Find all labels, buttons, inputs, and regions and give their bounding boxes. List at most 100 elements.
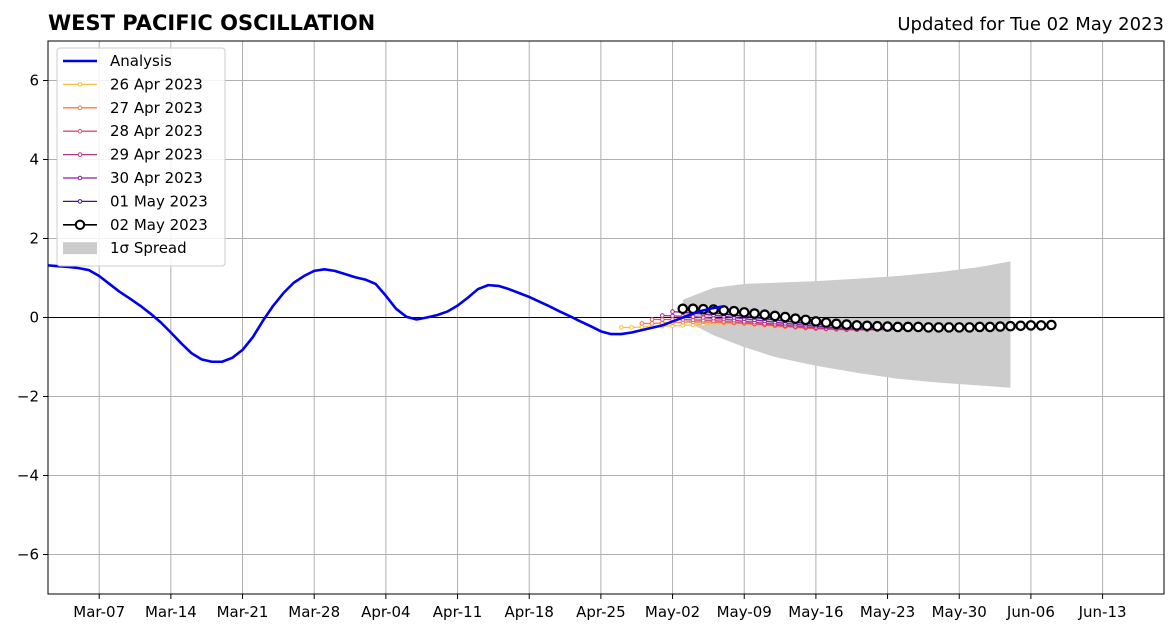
forecast-point <box>1035 320 1047 331</box>
y-tick-label: 4 <box>29 151 39 169</box>
forecast-point <box>759 309 770 321</box>
legend: Analysis 26 Apr 2023 27 Apr 2023 28 Apr 202… <box>56 47 226 267</box>
legend-label: 29 Apr 2023 <box>110 146 203 164</box>
legend-item: 26 Apr 2023 <box>63 75 203 93</box>
legend-label: 02 May 2023 <box>110 216 208 234</box>
forecast-point <box>841 319 852 330</box>
forecast-point <box>902 321 914 333</box>
forecast-point <box>728 305 740 317</box>
updated-label: Updated for Tue 02 May 2023 <box>897 14 1164 35</box>
forecast-point <box>974 321 986 333</box>
legend-label: 01 May 2023 <box>110 192 208 210</box>
y-tick-label: 0 <box>29 309 39 327</box>
forecast-point <box>1005 320 1016 332</box>
forecast-point <box>649 317 655 322</box>
legend-marker <box>77 152 83 157</box>
legend-item: 29 Apr 2023 <box>63 146 203 164</box>
x-tick-label: May-09 <box>717 603 772 621</box>
forecast-point <box>779 311 791 323</box>
y-tick-label: −2 <box>17 388 39 406</box>
x-tick-label: Mar-07 <box>73 603 125 621</box>
x-tick-label: Mar-28 <box>288 603 340 621</box>
forecast-point <box>953 322 965 333</box>
chart-title: WEST PACIFIC OSCILLATION <box>48 11 375 35</box>
forecast-point <box>790 313 801 324</box>
legend-marker <box>74 219 86 231</box>
forecast-point <box>943 322 955 333</box>
analysis-series <box>47 264 724 364</box>
legend-label: 1σ Spread <box>110 239 187 257</box>
x-tick-label: Jun-06 <box>1006 603 1055 621</box>
x-tick-label: May-16 <box>788 603 843 621</box>
x-tick-label: Mar-14 <box>145 603 197 621</box>
x-tick-label: Apr-18 <box>504 603 554 621</box>
legend-label: 28 Apr 2023 <box>110 122 203 140</box>
forecast-point <box>1025 320 1037 331</box>
legend-box <box>56 47 226 267</box>
y-tick-label: −4 <box>17 467 39 485</box>
legend-marker <box>77 82 83 87</box>
y-tick-label: −6 <box>17 546 39 564</box>
forecast-point <box>984 321 996 333</box>
legend-label: 27 Apr 2023 <box>110 99 203 117</box>
forecast-point <box>882 321 893 332</box>
analysis-line <box>47 264 724 364</box>
legend-item: 1σ Spread <box>63 239 187 257</box>
legend-item: 01 May 2023 <box>63 192 208 210</box>
forecast-point <box>1046 319 1057 331</box>
forecast-point <box>649 321 655 326</box>
forecast-point <box>933 322 945 333</box>
forecast-point <box>738 307 750 318</box>
forecast-point <box>831 318 842 330</box>
forecast-point <box>810 316 822 327</box>
legend-marker <box>77 105 83 111</box>
legend-item: 28 Apr 2023 <box>63 122 203 140</box>
x-tick-label: May-23 <box>860 603 915 621</box>
forecast-point <box>800 314 811 326</box>
forecast-point <box>872 320 883 332</box>
forecast-point <box>670 313 675 319</box>
forecast-point <box>861 320 873 332</box>
y-tick-label: 6 <box>29 72 39 90</box>
forecast-point <box>1015 320 1026 332</box>
x-tick-label: May-30 <box>932 603 987 621</box>
forecast-point <box>639 321 645 326</box>
forecast-point <box>660 313 665 318</box>
forecast-point <box>964 322 975 333</box>
forecast-point <box>923 322 934 333</box>
forecast-point <box>749 308 760 319</box>
forecast-point <box>912 321 924 333</box>
forecast-point <box>677 303 689 315</box>
legend-label: 30 Apr 2023 <box>110 169 203 187</box>
forecast-point <box>851 320 863 331</box>
forecast-point <box>820 317 832 328</box>
forecast-series <box>619 303 1057 333</box>
y-axis: −6 −4 −2 0 2 4 6 <box>17 72 48 564</box>
legend-swatch <box>63 242 97 255</box>
x-tick-label: Apr-11 <box>433 603 483 621</box>
forecast-point <box>994 321 1006 332</box>
x-tick-label: Apr-04 <box>361 603 411 621</box>
legend-item: 30 Apr 2023 <box>63 169 203 187</box>
forecast-point <box>670 309 675 314</box>
legend-item: Analysis <box>63 52 172 70</box>
forecast-point <box>718 305 730 316</box>
forecast-point <box>892 321 904 333</box>
legend-item: 27 Apr 2023 <box>63 99 203 117</box>
x-tick-label: May-02 <box>645 603 700 621</box>
legend-label: Analysis <box>110 52 172 70</box>
y-tick-label: 2 <box>29 230 39 248</box>
forecast-point <box>769 310 781 322</box>
legend-marker <box>77 175 83 181</box>
forecast-point <box>629 325 634 330</box>
legend-marker <box>77 128 83 134</box>
x-tick-label: Apr-25 <box>576 603 626 621</box>
forecast-point <box>660 317 665 322</box>
legend-marker <box>77 199 83 204</box>
x-axis: Mar-07 Mar-14 Mar-21 Mar-28 Apr-04 Apr-11 Apr-… <box>73 594 1127 621</box>
forecast-point <box>619 325 624 330</box>
legend-item: 02 May 2023 <box>63 216 208 234</box>
legend-label: 26 Apr 2023 <box>110 75 203 93</box>
x-tick-label: Mar-21 <box>217 603 269 621</box>
